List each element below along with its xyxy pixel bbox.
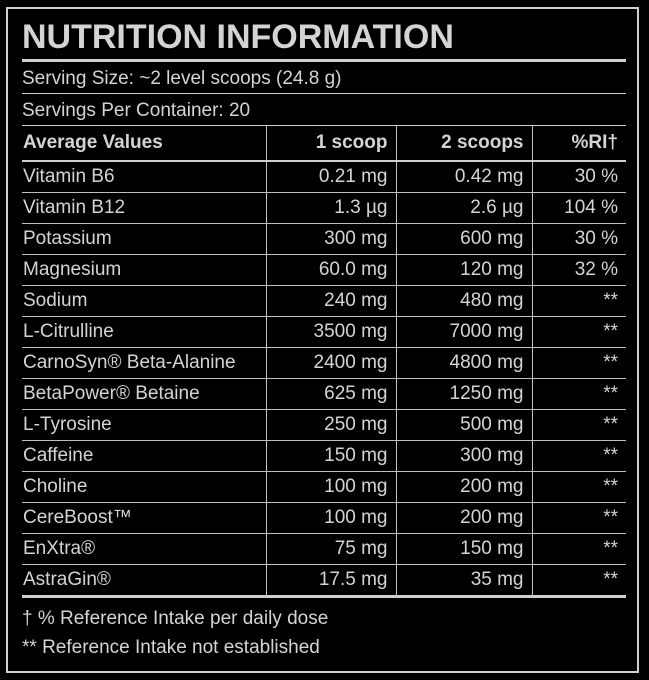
value-1-scoop: 17.5 mg (265, 564, 396, 595)
nutrient-name: Potassium (22, 223, 266, 255)
value-ri: ** (531, 316, 626, 348)
value-ri: ** (531, 564, 626, 595)
value-2-scoops: 4800 mg (395, 347, 532, 379)
nutrient-name: Vitamin B6 (22, 161, 266, 193)
value-1-scoop: 100 mg (265, 471, 396, 503)
value-1-scoop: 60.0 mg (265, 254, 396, 286)
table-row: CarnoSyn® Beta-Alanine 2400 mg 4800 mg ** (22, 347, 626, 379)
value-2-scoops: 600 mg (395, 223, 532, 255)
table-row: Sodium 240 mg 480 mg ** (22, 285, 626, 317)
value-2-scoops: 1250 mg (395, 378, 532, 410)
servings-divider (22, 125, 626, 126)
value-1-scoop: 0.21 mg (265, 161, 396, 193)
value-ri: ** (531, 440, 626, 472)
footnotes: † % Reference Intake per daily dose ** R… (22, 598, 626, 662)
serving-divider (22, 93, 626, 94)
value-ri: 30 % (531, 223, 626, 255)
value-2-scoops: 480 mg (395, 285, 532, 317)
value-2-scoops: 200 mg (395, 502, 532, 534)
table-row: BetaPower® Betaine 625 mg 1250 mg ** (22, 378, 626, 410)
nutrient-name: L-Citrulline (22, 316, 266, 348)
value-ri: ** (531, 378, 626, 410)
servings-per-container: Servings Per Container: 20 (22, 100, 251, 121)
value-1-scoop: 2400 mg (265, 347, 396, 379)
title-divider (22, 59, 626, 62)
value-2-scoops: 7000 mg (395, 316, 532, 348)
nutrient-name: EnXtra® (22, 533, 266, 565)
nutrient-name: CarnoSyn® Beta-Alanine (22, 347, 266, 379)
value-2-scoops: 500 mg (395, 409, 532, 441)
value-ri: ** (531, 533, 626, 565)
table-row: Vitamin B12 1.3 µg 2.6 µg 104 % (22, 192, 626, 224)
value-1-scoop: 240 mg (265, 285, 396, 317)
value-ri: ** (531, 285, 626, 317)
nutrient-name: Vitamin B12 (22, 192, 266, 224)
table-row: Magnesium 60.0 mg 120 mg 32 % (22, 254, 626, 286)
nutrient-name: Sodium (22, 285, 266, 317)
footnote-not-established: ** Reference Intake not established (22, 637, 320, 658)
value-ri: 104 % (531, 192, 626, 224)
nutrient-name: Caffeine (22, 440, 266, 472)
nutrient-name: CereBoost™ (22, 502, 266, 534)
page-title: NUTRITION INFORMATION (22, 18, 454, 56)
nutrient-name: Magnesium (22, 254, 266, 286)
table-body: Vitamin B6 0.21 mg 0.42 mg 30 % Vitamin B12 1… (22, 161, 626, 595)
value-2-scoops: 300 mg (395, 440, 532, 472)
value-1-scoop: 75 mg (265, 533, 396, 565)
header-1-scoop: 1 scoop (265, 126, 396, 162)
table-row: L-Citrulline 3500 mg 7000 mg ** (22, 316, 626, 348)
value-1-scoop: 250 mg (265, 409, 396, 441)
value-ri: ** (531, 347, 626, 379)
value-2-scoops: 200 mg (395, 471, 532, 503)
nutrition-content: NUTRITION INFORMATION Serving Size: ~2 l… (22, 9, 626, 662)
nutrient-name: BetaPower® Betaine (22, 378, 266, 410)
header-ri: %RI† (531, 126, 626, 162)
table-row: Caffeine 150 mg 300 mg ** (22, 440, 626, 472)
value-2-scoops: 120 mg (395, 254, 532, 286)
value-1-scoop: 150 mg (265, 440, 396, 472)
nutrient-name: Choline (22, 471, 266, 503)
value-2-scoops: 150 mg (395, 533, 532, 565)
value-ri: ** (531, 502, 626, 534)
value-ri: ** (531, 409, 626, 441)
table-row: L-Tyrosine 250 mg 500 mg ** (22, 409, 626, 441)
footer-divider (22, 595, 626, 598)
footnote-ri: † % Reference Intake per daily dose (22, 608, 329, 629)
table-header-row: Average Values 1 scoop 2 scoops %RI† (22, 126, 626, 162)
serving-size: Serving Size: ~2 level scoops (24.8 g) (22, 68, 342, 89)
value-1-scoop: 625 mg (265, 378, 396, 410)
value-ri: 30 % (531, 161, 626, 193)
value-1-scoop: 100 mg (265, 502, 396, 534)
nutrition-table: Average Values 1 scoop 2 scoops %RI† Vit… (22, 126, 626, 595)
value-ri: 32 % (531, 254, 626, 286)
value-2-scoops: 35 mg (395, 564, 532, 595)
value-ri: ** (531, 471, 626, 503)
value-2-scoops: 0.42 mg (395, 161, 532, 193)
value-1-scoop: 1.3 µg (265, 192, 396, 224)
header-average-values: Average Values (22, 126, 266, 162)
table-row: Choline 100 mg 200 mg ** (22, 471, 626, 503)
table-row: EnXtra® 75 mg 150 mg ** (22, 533, 626, 565)
value-2-scoops: 2.6 µg (395, 192, 532, 224)
table-row: AstraGin® 17.5 mg 35 mg ** (22, 564, 626, 595)
table-row: CereBoost™ 100 mg 200 mg ** (22, 502, 626, 534)
table-row: Potassium 300 mg 600 mg 30 % (22, 223, 626, 255)
table-row: Vitamin B6 0.21 mg 0.42 mg 30 % (22, 161, 626, 193)
header-2-scoops: 2 scoops (395, 126, 532, 162)
nutrient-name: L-Tyrosine (22, 409, 266, 441)
value-1-scoop: 300 mg (265, 223, 396, 255)
nutrient-name: AstraGin® (23, 569, 111, 590)
nutrition-panel: NUTRITION INFORMATION Serving Size: ~2 l… (6, 7, 639, 673)
value-1-scoop: 3500 mg (265, 316, 396, 348)
